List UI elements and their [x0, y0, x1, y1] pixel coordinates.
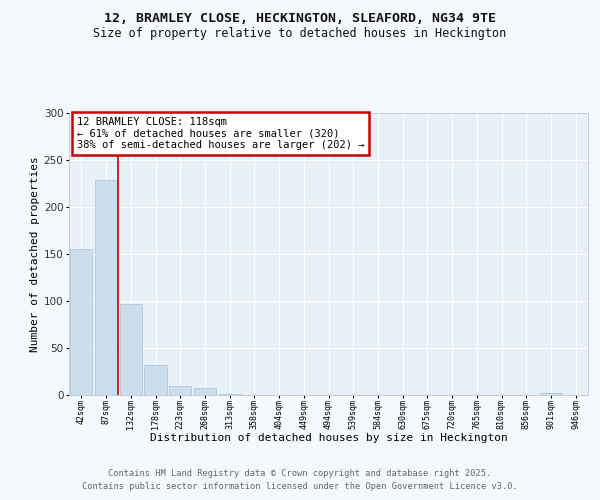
X-axis label: Distribution of detached houses by size in Heckington: Distribution of detached houses by size …: [149, 434, 508, 444]
Text: Contains HM Land Registry data © Crown copyright and database right 2025.: Contains HM Land Registry data © Crown c…: [109, 468, 491, 477]
Text: Contains public sector information licensed under the Open Government Licence v3: Contains public sector information licen…: [82, 482, 518, 491]
Text: 12 BRAMLEY CLOSE: 118sqm
← 61% of detached houses are smaller (320)
38% of semi-: 12 BRAMLEY CLOSE: 118sqm ← 61% of detach…: [77, 116, 364, 150]
Text: Size of property relative to detached houses in Heckington: Size of property relative to detached ho…: [94, 28, 506, 40]
Bar: [70, 249, 92, 395]
Bar: [145, 365, 167, 395]
Bar: [540, 393, 562, 395]
Bar: [194, 388, 216, 395]
Y-axis label: Number of detached properties: Number of detached properties: [29, 156, 40, 352]
Bar: [119, 304, 142, 395]
Bar: [169, 386, 191, 395]
Text: 12, BRAMLEY CLOSE, HECKINGTON, SLEAFORD, NG34 9TE: 12, BRAMLEY CLOSE, HECKINGTON, SLEAFORD,…: [104, 12, 496, 26]
Bar: [95, 180, 117, 395]
Bar: [218, 394, 241, 395]
